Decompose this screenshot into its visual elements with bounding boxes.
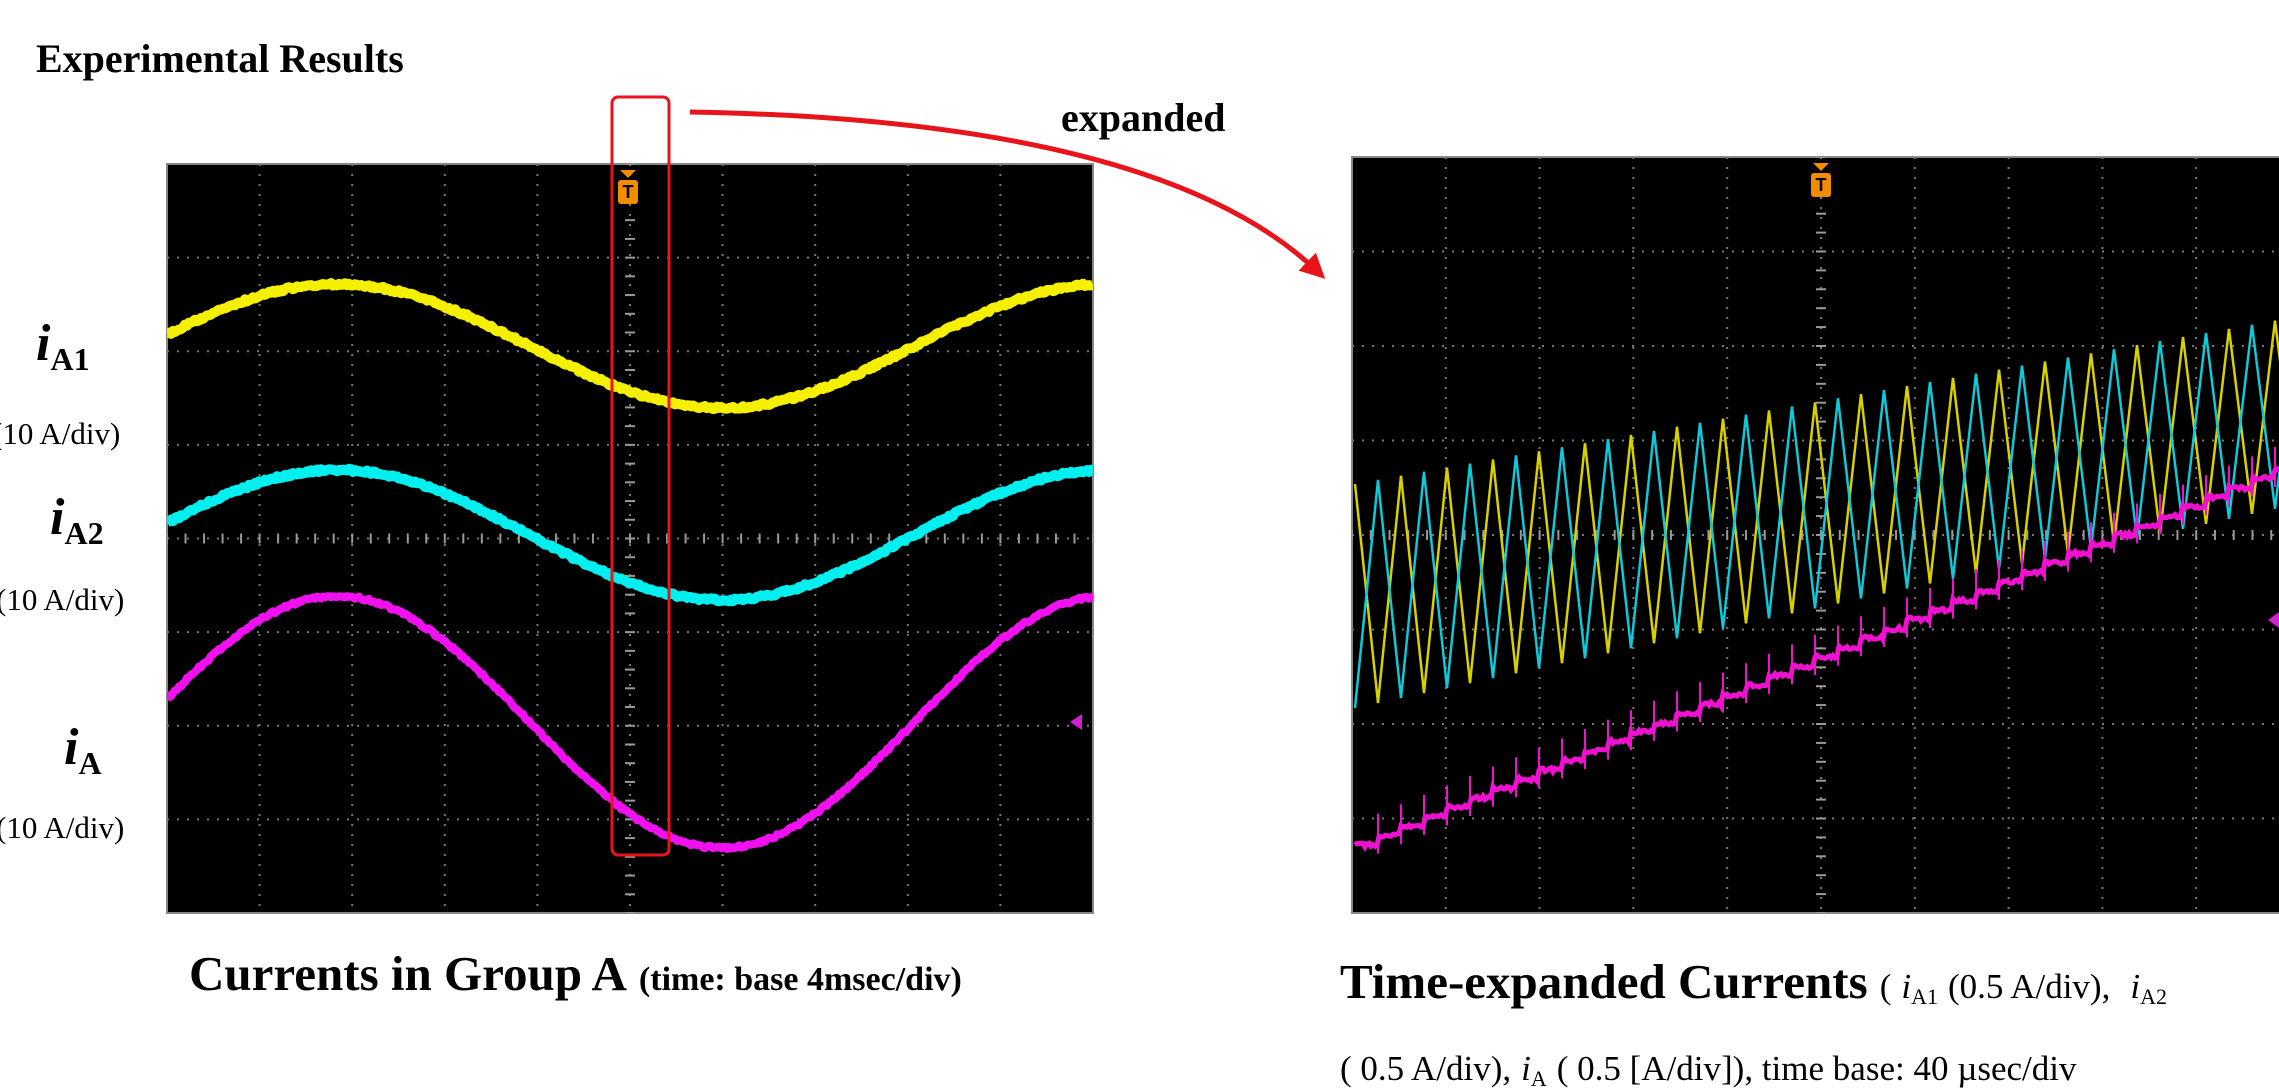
symbol: i: [1901, 967, 1911, 1006]
caption-left: Currents in Group A (time: base 4msec/div…: [189, 946, 962, 1001]
symbol: i: [64, 719, 79, 776]
slide: Experimental Results T T expanded iA1 iA…: [0, 0, 2279, 1089]
symbol: i: [36, 315, 51, 372]
signal-labels: iA1 iA2 iA: [36, 315, 104, 781]
scale-label: (10 A/div): [0, 416, 120, 451]
signal-label: iA: [64, 719, 102, 781]
caption-text: (0.5 A/div),: [1948, 967, 2110, 1006]
symbol: i: [2130, 967, 2140, 1006]
subscript: A: [1531, 1066, 1547, 1089]
caption-right-line1: Time-expanded Currents(iA1(0.5 A/div),iA…: [1340, 954, 2167, 1009]
scale-label: (10 A/div): [0, 582, 124, 617]
caption-text: ( 0.5 A/div),: [1340, 1049, 1511, 1088]
caption-text: (: [1880, 967, 1892, 1006]
subscript: A1: [1911, 984, 1938, 1009]
callout-label: expanded: [1061, 95, 1226, 140]
signal-scales: (10 A/div) (10 A/div) (10 A/div): [0, 416, 124, 845]
caption-heading: Currents in Group A: [189, 946, 628, 1001]
trigger-label: T: [623, 182, 634, 202]
caption-heading: Time-expanded Currents: [1340, 954, 1868, 1009]
trigger-label: T: [1816, 175, 1827, 195]
signal-label: iA2: [50, 489, 104, 551]
subscript: A2: [64, 515, 103, 551]
subscript: A1: [50, 341, 89, 377]
subscript: A2: [2140, 984, 2167, 1009]
subscript: A: [78, 745, 101, 781]
symbol: i: [50, 489, 65, 546]
caption-right-line2: ( 0.5 A/div), iA ( 0.5 [A/div]), time base…: [1340, 1049, 2077, 1089]
symbol: i: [1521, 1049, 1531, 1088]
page: { "title": "Experimental Results", "call…: [0, 0, 2279, 1089]
scale-label: (10 A/div): [0, 810, 124, 845]
caption-text: ( 0.5 [A/div]), time base: 40 µsec/div: [1557, 1049, 2077, 1088]
signal-label: iA1: [36, 315, 90, 377]
slide-title: Experimental Results: [36, 36, 404, 81]
caption-detail: (time: base 4msec/div): [639, 961, 962, 998]
